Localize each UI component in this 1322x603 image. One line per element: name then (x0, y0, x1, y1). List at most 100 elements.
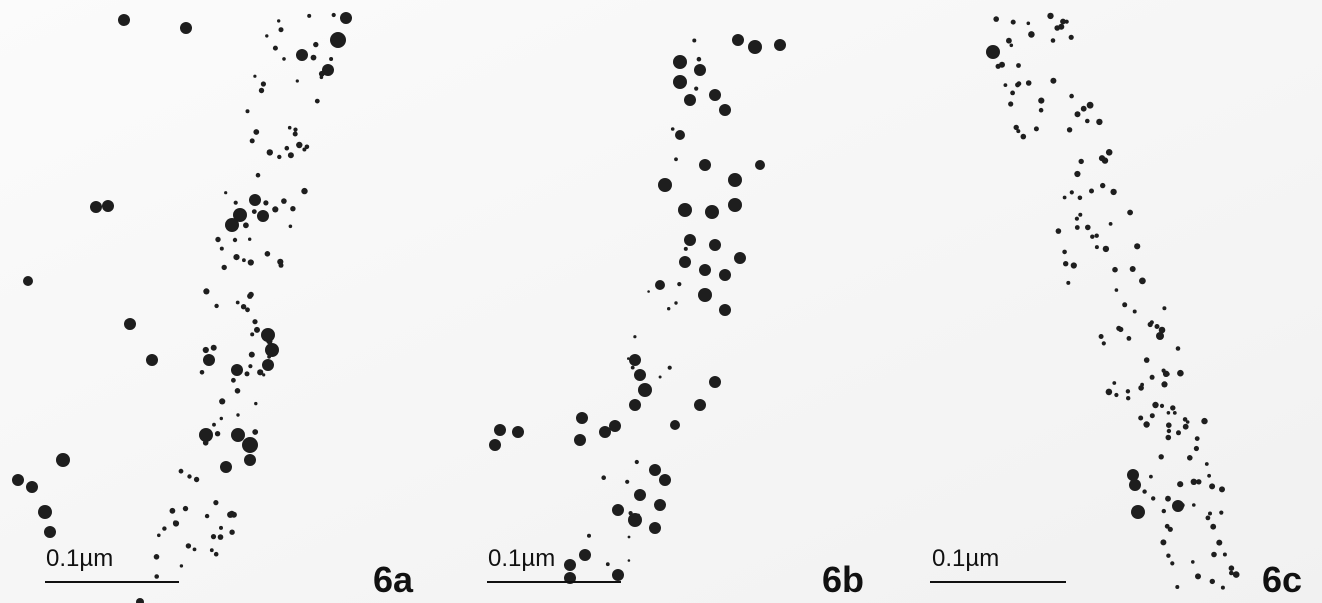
particle (26, 481, 38, 493)
particle (211, 345, 217, 351)
micrograph-figure: 0.1µm 6a 0.1µm 6b 0.1µm 6c (0, 0, 1322, 603)
particle (1177, 481, 1183, 487)
particle (1089, 189, 1094, 194)
particle (734, 252, 746, 264)
particle (1050, 78, 1056, 84)
particle (1008, 101, 1013, 106)
particle (1075, 225, 1080, 230)
particle (1134, 243, 1140, 249)
particle (180, 564, 183, 567)
particle (289, 225, 293, 229)
particle (1144, 357, 1150, 363)
particle (252, 319, 257, 324)
particle (635, 460, 639, 464)
particle (999, 62, 1005, 68)
particle (330, 32, 346, 48)
particle (1180, 503, 1185, 508)
particle (1106, 389, 1113, 396)
particle (1016, 63, 1021, 68)
particle (1155, 324, 1160, 329)
particle (222, 465, 227, 470)
particle (675, 130, 685, 140)
particle (250, 138, 255, 143)
particle (279, 27, 284, 32)
particle (668, 366, 672, 370)
particle (1173, 411, 1177, 415)
particle (1100, 183, 1105, 188)
particle (340, 12, 352, 24)
particle (705, 205, 719, 219)
particle (265, 251, 271, 257)
particle (252, 429, 258, 435)
particle (1027, 22, 1031, 26)
particle (1130, 266, 1136, 272)
particle (214, 552, 219, 557)
particle (709, 376, 721, 388)
particle (102, 200, 114, 212)
particle (266, 338, 272, 344)
particle (219, 526, 223, 530)
particle (1151, 496, 1155, 500)
particle (1139, 278, 1146, 285)
particle (212, 423, 216, 427)
particle (659, 376, 662, 379)
particle (220, 417, 223, 420)
particle (574, 434, 586, 446)
particle (694, 87, 698, 91)
particle (1183, 424, 1189, 430)
particle (1196, 479, 1201, 484)
particle (1152, 402, 1158, 408)
particle (253, 75, 256, 78)
particle (277, 19, 280, 22)
particle (673, 55, 687, 69)
particle (1219, 486, 1225, 492)
particle (233, 254, 239, 260)
page: {"panels": [ {"scale_bar": "0.1µm", "lab… (0, 0, 1322, 603)
particle (1127, 336, 1132, 341)
particle (244, 454, 256, 466)
particle (1034, 126, 1039, 131)
particle (265, 34, 268, 37)
particle (288, 152, 294, 158)
particle (248, 292, 254, 298)
particle (56, 453, 70, 467)
particle (236, 301, 240, 305)
particle (1205, 462, 1209, 466)
particle (224, 191, 227, 194)
particle (194, 477, 199, 482)
background (0, 0, 1322, 603)
particle (576, 412, 588, 424)
particle (647, 290, 650, 293)
particle (173, 520, 177, 524)
particle (277, 155, 281, 159)
particle (210, 548, 214, 552)
particle (649, 522, 661, 534)
particle (633, 335, 636, 338)
particle (1175, 585, 1179, 589)
particle (1118, 327, 1123, 332)
particle (1103, 246, 1109, 252)
particle (1162, 369, 1166, 373)
particle (1085, 225, 1091, 231)
particle (231, 364, 243, 376)
particle (628, 536, 631, 539)
particle (1167, 429, 1171, 433)
particle (629, 511, 633, 515)
particle (1063, 196, 1067, 200)
particle (246, 109, 250, 113)
particle (674, 301, 677, 304)
particle (1051, 38, 1056, 43)
particle (261, 81, 266, 86)
particle (252, 209, 257, 214)
particle (124, 318, 136, 330)
particle (1166, 554, 1170, 558)
particle (1223, 553, 1227, 557)
particle (205, 514, 209, 518)
particle (1194, 446, 1199, 451)
particle (1167, 411, 1171, 415)
particle (157, 534, 161, 538)
particle (1109, 222, 1113, 226)
particle (90, 201, 102, 213)
particle (1201, 418, 1207, 424)
particle (986, 45, 1000, 59)
